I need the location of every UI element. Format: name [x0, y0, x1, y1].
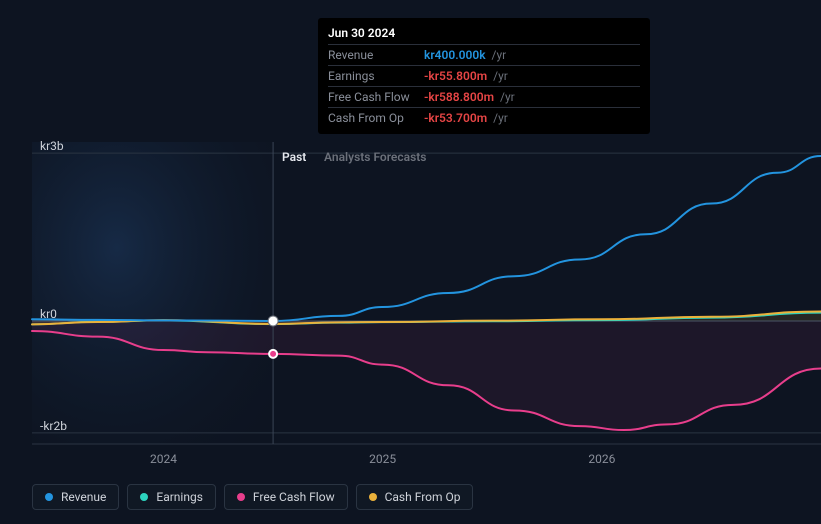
yaxis-label: kr3b — [40, 139, 64, 153]
tooltip-label-fcf: Free Cash Flow — [328, 90, 418, 104]
tooltip-unit: /yr — [492, 48, 507, 62]
tooltip-unit: /yr — [493, 69, 508, 83]
tooltip-unit: /yr — [500, 90, 515, 104]
xaxis-label: 2025 — [369, 452, 396, 466]
legend-swatch-fcf — [237, 493, 245, 501]
tooltip-label-earnings: Earnings — [328, 69, 418, 83]
legend-swatch-earnings — [140, 493, 148, 501]
chart-tooltip: Jun 30 2024 Revenue kr400.000k /yr Earni… — [318, 18, 650, 134]
legend-label-earnings: Earnings — [156, 490, 203, 504]
legend-earnings[interactable]: Earnings — [127, 484, 216, 510]
tooltip-unit: /yr — [493, 111, 508, 125]
legend-label-cashop: Cash From Op — [385, 490, 461, 504]
tooltip-value-cashop: -kr53.700m — [424, 111, 487, 125]
tooltip-date: Jun 30 2024 — [328, 26, 640, 44]
tooltip-label-revenue: Revenue — [328, 48, 418, 62]
xaxis-label: 2024 — [150, 452, 177, 466]
tooltip-value-fcf: -kr588.800m — [424, 90, 494, 104]
tooltip-value-revenue: kr400.000k — [424, 48, 486, 62]
legend-label-fcf: Free Cash Flow — [253, 490, 335, 504]
yaxis-label: -kr2b — [40, 419, 67, 433]
legend-revenue[interactable]: Revenue — [32, 484, 119, 510]
legend-cashop[interactable]: Cash From Op — [356, 484, 474, 510]
past-label: Past — [282, 150, 306, 164]
xaxis-label: 2026 — [588, 452, 615, 466]
legend-swatch-revenue — [45, 493, 53, 501]
financial-chart: kr3b kr0 -kr2b 2024 2025 2026 Past Analysts … — [16, 0, 805, 524]
legend-fcf[interactable]: Free Cash Flow — [224, 484, 348, 510]
chart-legend: Revenue Earnings Free Cash Flow Cash Fro… — [32, 484, 473, 510]
tooltip-label-cashop: Cash From Op — [328, 111, 418, 125]
legend-swatch-cashop — [369, 493, 377, 501]
yaxis-label: kr0 — [40, 307, 57, 321]
tooltip-value-earnings: -kr55.800m — [424, 69, 487, 83]
forecast-label: Analysts Forecasts — [324, 150, 426, 164]
legend-label-revenue: Revenue — [61, 490, 106, 504]
